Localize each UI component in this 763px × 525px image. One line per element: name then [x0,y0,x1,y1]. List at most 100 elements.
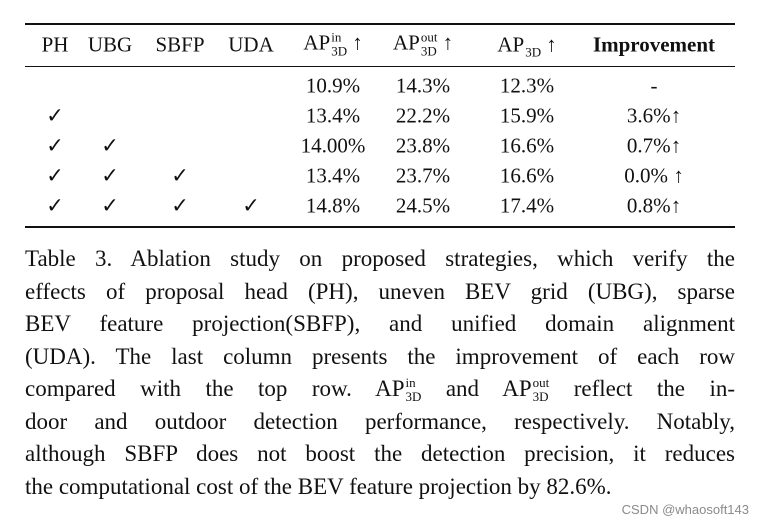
arrow: ↑ [546,32,557,57]
math: AP out 3D [502,376,550,403]
cell-text: 12.3% [499,73,555,98]
cell-text: ✓ [46,133,64,158]
script-stack: in 3D [405,376,421,403]
cell-text: ✓ [46,103,64,128]
header-cell: AP out 3D ↑ [393,30,453,58]
cell-text: 0.0% ↑ [624,163,684,188]
table-cell: 10.9% [306,75,360,97]
arrow: ↑ [352,30,363,55]
header-text: Improvement [592,32,716,57]
table-cell: ✓ [46,163,64,188]
arrow: ↑ [442,30,453,55]
table-cell: 14.00% [300,133,366,158]
caption-text: and [421,376,503,401]
table-cell: 0.0% ↑ [624,163,684,188]
header-text: PH [41,32,69,57]
cell-text: 23.8% [395,133,451,158]
script-stack: out 3D [533,376,550,403]
header-cell: Improvement [592,32,716,57]
table-cell: 23.8% [395,133,451,158]
header-cell: SBFP [155,32,205,57]
subscript: 3D [525,44,542,60]
table-cell: ✓ [171,193,189,218]
table-cell: - [650,73,658,98]
cell-text: 22.2% [395,103,451,128]
table-cell: 13.4% [305,103,361,128]
table-cell: 22.2% [395,103,451,128]
table-cell: 16.6% [499,133,555,158]
math: AP3D ↑ [497,32,557,60]
table-cell: 0.7%↑ [626,133,682,158]
caption-text: although SBFP does not boost the detecti… [25,441,735,466]
table-cell: 15.9% [499,103,555,128]
table-cell: ✓ [101,133,119,158]
table-cell: ✓ [46,193,64,218]
table-cell: 12.3% [499,73,555,98]
table-cell: ✓ [46,133,64,158]
table-cell: ✓ [46,103,64,128]
cell-text: ✓ [46,193,64,218]
header-cell: UDA [228,34,274,56]
caption-line: effects of proposal head (PH), uneven BE… [25,276,735,309]
top-rule [25,23,735,25]
cell-text: 0.8%↑ [626,193,682,218]
caption-line: compared with the top row. AP in 3D and AP… [25,373,735,406]
table-cell: 3.6%↑ [626,103,682,128]
caption-text: Table 3. Ablation study on proposed stra… [25,246,735,271]
superscript: out [532,375,550,391]
table-cell: ✓ [101,163,119,188]
caption-text: (UDA). The last column presents the impr… [25,343,735,369]
math-base: AP [303,30,331,55]
table-cell: 23.7% [395,163,451,188]
cell-text: ✓ [101,163,119,188]
table-cell: 13.4% [305,163,361,188]
subscript: 3D [532,388,549,404]
cell-text: ✓ [242,193,260,218]
cell-text: 15.9% [499,103,555,128]
header-cell: UBG [88,34,132,56]
caption-text: effects of proposal head (PH), uneven BE… [25,278,735,304]
cell-text: 16.6% [499,163,555,188]
table-cell: ✓ [242,193,260,218]
superscript: in [331,29,342,45]
caption-line: Table 3. Ablation study on proposed stra… [25,243,735,276]
cell-text: 14.00% [300,133,366,158]
cell-text: - [650,73,658,98]
cell-text: ✓ [171,193,189,218]
caption-line: BEV feature projection(SBFP), and unifie… [25,308,735,341]
caption-line: the computational cost of the BEV featur… [25,471,735,504]
cell-text: 0.7%↑ [626,133,682,158]
script-stack: out 3D [421,30,438,57]
math-base: AP [393,30,420,55]
cell-text: ✓ [101,193,119,218]
cell-text: 17.4% [499,193,555,218]
caption: Table 3. Ablation study on proposed stra… [25,243,735,503]
table-cell: 14.8% [305,193,361,218]
watermark: CSDN @whaosoft143 [621,502,749,517]
caption-text: the computational cost of the BEV featur… [25,473,612,499]
caption-text: door and outdoor detection performance, … [25,408,735,434]
subscript: 3D [331,43,348,58]
cell-text: 23.7% [395,163,451,188]
header-cell: PH [41,32,69,57]
cell-text: 14.3% [395,73,451,98]
caption-text: compared with the top row. [25,376,376,401]
header-text: SBFP [155,32,205,57]
table-cell: 0.8%↑ [626,193,682,218]
cell-text: 16.6% [499,133,555,158]
math: AP in 3D ↑ [303,29,363,58]
cell-text: 13.4% [305,163,361,188]
cell-text: 14.8% [305,193,361,218]
superscript: out [420,29,438,45]
cell-text: 13.4% [305,103,361,128]
table-cell: 17.4% [499,193,555,218]
cell-text: 3.6%↑ [626,103,682,128]
table-cell: 16.6% [499,163,555,188]
bottom-rule [25,226,735,228]
subscript: 3D [420,43,437,58]
math: AP in 3D [375,376,421,403]
cell-text: ✓ [46,163,64,188]
cell-text: ✓ [101,133,119,158]
caption-line: door and outdoor detection performance, … [25,406,735,439]
